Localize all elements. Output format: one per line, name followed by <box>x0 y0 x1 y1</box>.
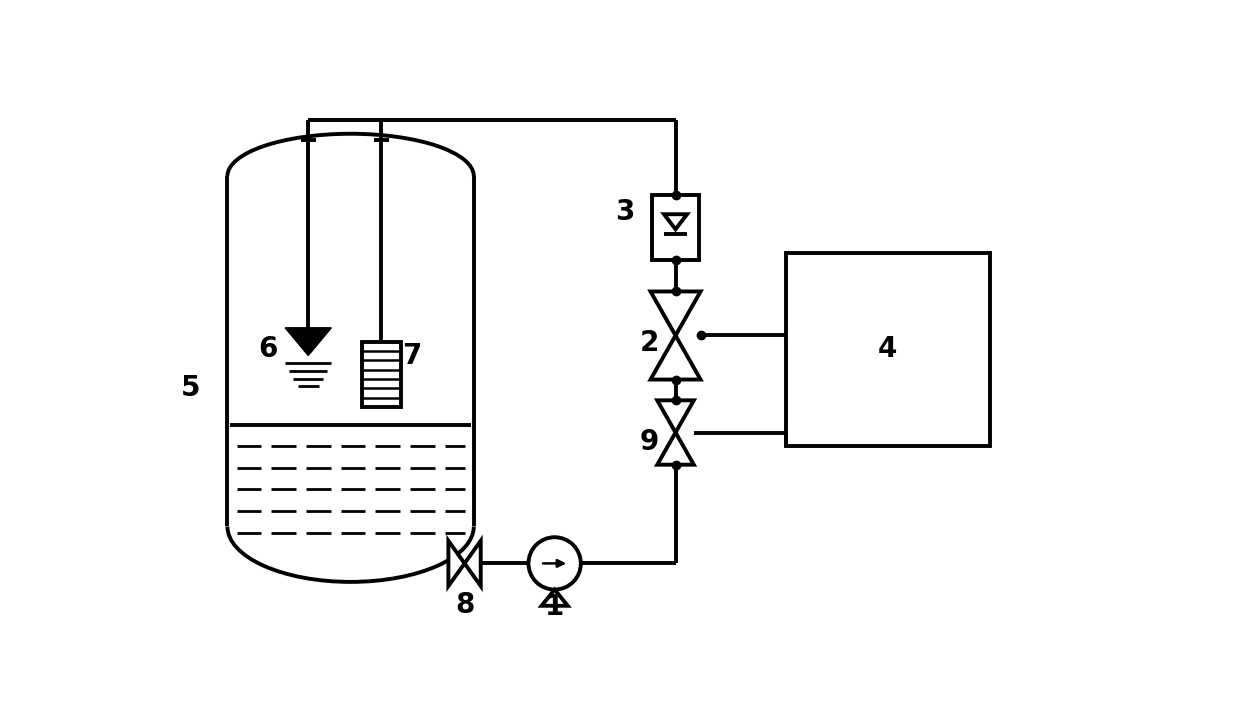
Text: 7: 7 <box>403 341 422 370</box>
Text: 3: 3 <box>615 199 635 226</box>
Polygon shape <box>657 432 694 465</box>
Polygon shape <box>651 291 701 336</box>
Text: 4: 4 <box>878 335 898 363</box>
Bar <box>652 195 699 260</box>
Text: 2: 2 <box>640 329 658 357</box>
Polygon shape <box>285 328 331 356</box>
Bar <box>786 253 990 446</box>
Text: 9: 9 <box>640 428 658 455</box>
Text: 6: 6 <box>258 335 277 363</box>
Polygon shape <box>465 541 481 586</box>
Text: 5: 5 <box>181 374 200 402</box>
Polygon shape <box>651 336 701 379</box>
Bar <box>362 341 401 407</box>
Polygon shape <box>449 541 465 586</box>
Text: 1: 1 <box>546 593 564 620</box>
Polygon shape <box>542 590 568 605</box>
Text: 8: 8 <box>455 591 474 619</box>
Polygon shape <box>657 401 694 432</box>
